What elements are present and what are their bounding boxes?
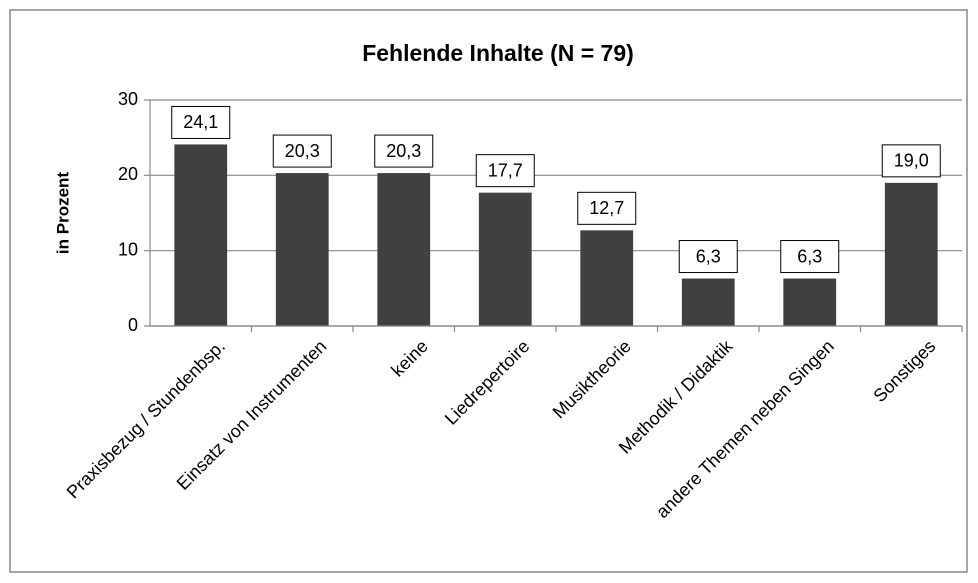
bar — [275, 173, 329, 326]
bar — [783, 278, 837, 326]
y-tick-label: 10 — [118, 239, 138, 259]
bar — [884, 182, 938, 326]
value-label-box — [272, 134, 332, 168]
value-label-box — [577, 191, 637, 225]
value-label-box — [678, 240, 738, 274]
value-label: 12,7 — [589, 198, 624, 218]
y-tick-label: 0 — [128, 315, 138, 335]
value-label-box — [374, 134, 434, 168]
value-label: 20,3 — [386, 141, 421, 161]
value-label: 6,3 — [696, 246, 721, 266]
y-axis-label: in Prozent — [53, 172, 72, 255]
value-label-box — [475, 154, 535, 188]
value-label-box — [780, 240, 840, 274]
bar — [377, 173, 431, 326]
y-tick-label: 20 — [118, 164, 138, 184]
chart-title: Fehlende Inhalte (N = 79) — [362, 40, 634, 66]
value-label: 24,1 — [183, 112, 218, 132]
value-label: 17,7 — [488, 160, 523, 180]
value-label-box — [171, 105, 231, 139]
value-label: 19,0 — [894, 151, 929, 171]
value-label: 6,3 — [797, 246, 822, 266]
y-tick-label: 30 — [118, 89, 138, 109]
bar — [580, 230, 634, 326]
bar — [478, 192, 532, 326]
value-label-box — [881, 144, 941, 178]
value-label: 20,3 — [285, 141, 320, 161]
bar — [681, 278, 735, 326]
bar — [174, 144, 228, 326]
